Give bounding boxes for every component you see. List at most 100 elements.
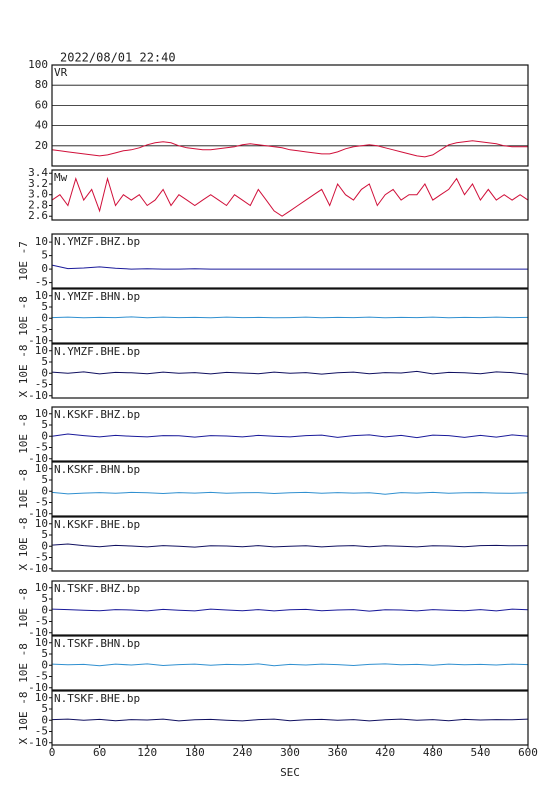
y-tick-label: 60 xyxy=(35,98,48,111)
panel-frame xyxy=(51,516,529,572)
y-tick-label: -5 xyxy=(35,670,48,683)
y-tick-label: 100 xyxy=(28,58,48,71)
panel-frame xyxy=(51,461,529,517)
y-tick-label: 10 xyxy=(35,407,48,420)
series-line xyxy=(51,718,529,722)
series-line xyxy=(51,491,529,495)
x-tick-label: 540 xyxy=(470,746,490,759)
y-tick-label: 0 xyxy=(41,539,48,552)
y-tick-label: -5 xyxy=(35,378,48,391)
y-tick-label: 0 xyxy=(41,262,48,275)
panel-frame xyxy=(51,233,529,289)
series-label: N.TSKF.BHZ.bp xyxy=(54,582,140,595)
y-tick-label: 5 xyxy=(41,418,48,431)
series-line xyxy=(51,140,528,158)
series-label: N.TSKF.BHE.bp xyxy=(54,692,140,705)
y-tick-label: -10 xyxy=(28,452,48,465)
series-line xyxy=(51,370,529,375)
series-label: N.KSKF.BHE.bp xyxy=(54,518,140,531)
y-tick-label: 80 xyxy=(35,78,48,91)
y-tick-label: -5 xyxy=(35,496,48,509)
y-tick-label: 10 xyxy=(35,289,48,302)
x-tick-label: 240 xyxy=(232,746,252,759)
panel-frame xyxy=(51,406,529,462)
panel-frame xyxy=(51,288,529,344)
x-tick-label: 0 xyxy=(49,746,56,759)
y-tick-label: 5 xyxy=(41,355,48,368)
y-axis-label: 10E -8 xyxy=(17,414,30,454)
series-line xyxy=(51,316,529,319)
y-tick-label: -10 xyxy=(28,389,48,402)
series-label: N.KSKF.BHN.bp xyxy=(54,463,140,476)
y-tick-label: 10 xyxy=(35,517,48,530)
series-line xyxy=(51,543,529,548)
x-tick-label: 360 xyxy=(328,746,348,759)
y-axis-label: 10E -8 xyxy=(17,296,30,336)
series-line xyxy=(51,433,529,439)
y-tick-label: -10 xyxy=(28,626,48,639)
y-tick-label: -5 xyxy=(35,323,48,336)
x-tick-label: 120 xyxy=(137,746,157,759)
y-tick-label: 5 xyxy=(41,702,48,715)
y-tick-label: 2.8 xyxy=(28,198,48,211)
y-tick-label: 0 xyxy=(41,484,48,497)
y-tick-label: 5 xyxy=(41,249,48,262)
y-axis-label: X 10E -8 xyxy=(17,345,30,398)
x-tick-label: 300 xyxy=(280,746,300,759)
series-label: N.YMZF.BHN.bp xyxy=(54,290,140,303)
x-tick-label: 60 xyxy=(93,746,106,759)
y-tick-label: -10 xyxy=(28,562,48,575)
y-tick-label: 0 xyxy=(41,713,48,726)
y-tick-label: 40 xyxy=(35,119,48,132)
x-tick-label: 420 xyxy=(375,746,395,759)
panel-frame xyxy=(51,635,529,691)
panel-frame xyxy=(51,343,529,399)
y-tick-label: -10 xyxy=(28,334,48,347)
series-label: N.YMZF.BHZ.bp xyxy=(54,235,140,248)
y-axis-label: X 10E -8 xyxy=(17,692,30,745)
y-tick-label: 5 xyxy=(41,473,48,486)
x-tick-label: 480 xyxy=(423,746,443,759)
y-tick-label: 3.2 xyxy=(28,177,48,190)
series-label: Mw xyxy=(54,171,68,184)
series-line xyxy=(51,663,529,667)
y-tick-label: -10 xyxy=(28,736,48,749)
y-tick-label: 0 xyxy=(41,603,48,616)
y-tick-label: 5 xyxy=(41,300,48,313)
y-tick-label: 10 xyxy=(35,462,48,475)
y-axis-label: 10E -8 xyxy=(17,469,30,509)
series-line xyxy=(51,176,529,217)
y-tick-label: 5 xyxy=(41,528,48,541)
y-tick-label: 10 xyxy=(35,636,48,649)
y-tick-label: 20 xyxy=(35,139,48,152)
panel-frame xyxy=(51,580,529,636)
chart-title: 2022/08/01 22:40 xyxy=(60,51,176,65)
y-tick-label: -10 xyxy=(28,507,48,520)
series-line xyxy=(51,608,529,612)
y-tick-label: 0 xyxy=(41,311,48,324)
y-tick-label: 0 xyxy=(41,429,48,442)
y-tick-label: 5 xyxy=(41,592,48,605)
x-tick-label: 180 xyxy=(185,746,205,759)
y-tick-label: 0 xyxy=(41,366,48,379)
x-axis-label: SEC xyxy=(280,766,300,779)
y-tick-label: 10 xyxy=(35,581,48,594)
panel-frame xyxy=(51,169,529,221)
series-label: VR xyxy=(54,66,68,79)
y-tick-label: 0 xyxy=(41,658,48,671)
y-tick-label: -5 xyxy=(35,276,48,289)
y-tick-label: 3.4 xyxy=(28,166,48,179)
y-tick-label: -5 xyxy=(35,725,48,738)
x-tick-label: 600 xyxy=(518,746,538,759)
y-tick-label: -5 xyxy=(35,551,48,564)
y-axis-label: 10E -8 xyxy=(17,588,30,628)
y-axis-label: 10E -7 xyxy=(17,241,30,281)
y-axis-label: 10E -8 xyxy=(17,643,30,683)
y-axis-label: X 10E -8 xyxy=(17,518,30,571)
series-label: N.KSKF.BHZ.bp xyxy=(54,408,140,421)
y-tick-label: 3.0 xyxy=(28,188,48,201)
y-tick-label: 2.6 xyxy=(28,209,48,222)
y-tick-label: -10 xyxy=(28,681,48,694)
y-tick-label: 10 xyxy=(35,235,48,248)
